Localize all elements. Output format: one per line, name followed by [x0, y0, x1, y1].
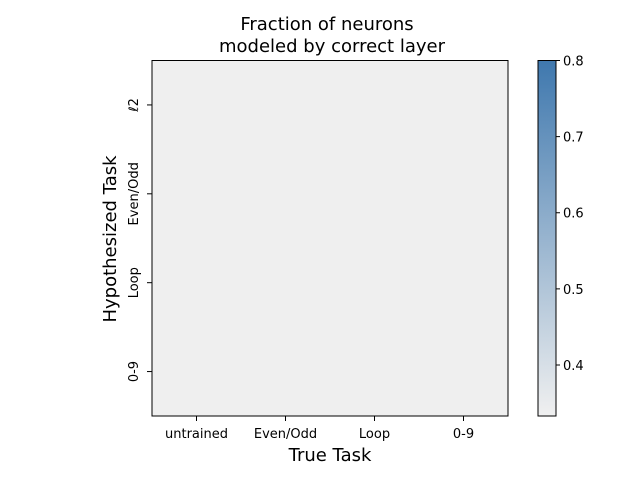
colorbar-ticks: 0.4 0.5 0.6 0.7 0.8: [556, 55, 584, 374]
x-axis-label: True Task: [288, 445, 372, 466]
y-tick-label: 0-9: [127, 361, 142, 382]
heatmap-cells: [152, 60, 509, 417]
heatmap-cell: [330, 238, 420, 328]
heatmap-cell: [152, 327, 242, 417]
heatmap-cell: [152, 60, 242, 150]
y-tick-label: ℓ2: [127, 98, 142, 113]
heatmap-cell: [241, 327, 331, 417]
heatmap-cell: [152, 149, 242, 239]
heatmap-cell: [419, 238, 509, 328]
heatmap-cell: [241, 149, 331, 239]
colorbar-tick-label: 0.6: [563, 207, 584, 222]
heatmap-cell: [419, 149, 509, 239]
colorbar: [537, 60, 557, 417]
y-tick-label: Even/Odd: [127, 162, 142, 225]
heatmap-cell: [419, 60, 509, 150]
plot-frame: [151, 60, 509, 417]
colorbar-tick-label: 0.8: [563, 55, 584, 70]
x-tick-label: 0-9: [453, 427, 474, 442]
y-tick-label: Loop: [127, 267, 142, 298]
colorbar-tick-label: 0.7: [563, 131, 584, 146]
heatmap-cell: [152, 238, 242, 328]
x-tick-label: untrained: [165, 427, 228, 442]
chart-title-line2: modeled by correct layer: [219, 36, 446, 57]
y-axis-label: Hypothesized Task: [100, 155, 121, 323]
colorbar-tick-label: 0.4: [563, 359, 584, 374]
heatmap-cell: [241, 60, 331, 150]
heatmap-cell: [330, 327, 420, 417]
heatmap-cell: [330, 60, 420, 150]
colorbar-tick-label: 0.5: [563, 283, 584, 298]
y-axis-ticks: ℓ2 Even/Odd Loop 0-9: [127, 98, 152, 382]
x-tick-label: Even/Odd: [254, 427, 317, 442]
heatmap-cell: [419, 327, 509, 417]
x-tick-label: Loop: [359, 427, 390, 442]
x-axis-ticks: untrained Even/Odd Loop 0-9: [165, 416, 474, 442]
heatmap-cell: [241, 238, 331, 328]
chart-title-line1: Fraction of neurons: [240, 14, 413, 35]
heatmap-cell: [330, 149, 420, 239]
